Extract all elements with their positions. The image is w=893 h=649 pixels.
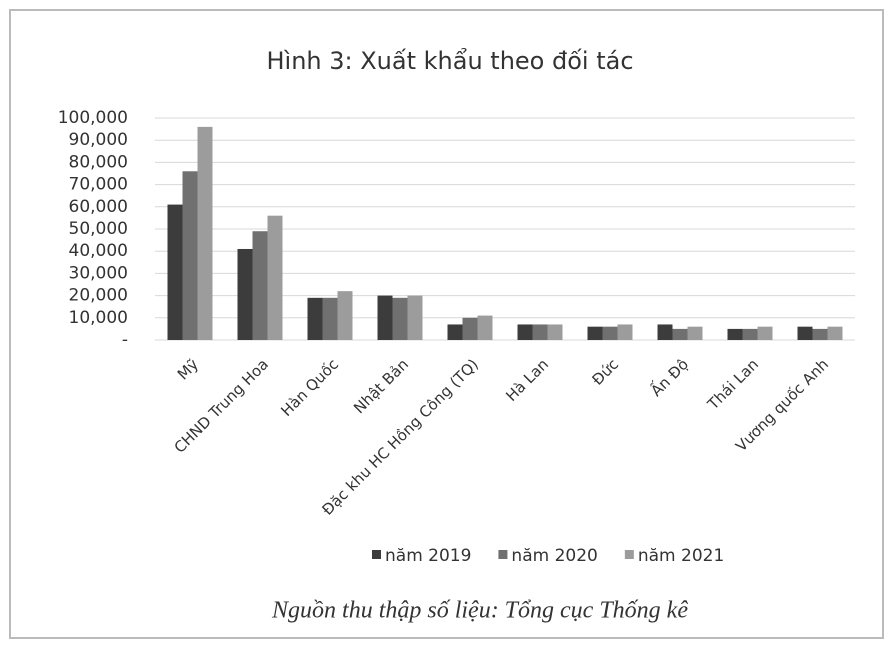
bar <box>687 326 703 340</box>
bar <box>182 171 198 340</box>
y-tick-label: 60,000 <box>69 197 128 217</box>
y-tick-label: 50,000 <box>69 219 128 239</box>
bar <box>827 326 843 340</box>
bar <box>267 215 283 340</box>
bar <box>812 328 828 340</box>
legend-label: năm 2019 <box>385 546 471 566</box>
bar <box>337 291 353 340</box>
bar <box>307 297 323 340</box>
bar <box>532 324 548 340</box>
bar <box>617 324 633 340</box>
bar <box>477 315 493 340</box>
y-tick-label: 40,000 <box>69 241 128 261</box>
bar <box>587 326 603 340</box>
bar <box>237 248 253 340</box>
bar <box>197 126 213 340</box>
bar <box>167 204 183 340</box>
source-note: Nguồn thu thập số liệu: Tổng cục Thống k… <box>271 598 688 624</box>
y-tick-label: - <box>122 330 128 350</box>
bar <box>252 231 268 340</box>
y-tick-label: 90,000 <box>69 130 128 150</box>
bar <box>657 324 673 340</box>
bar <box>447 324 463 340</box>
bar <box>322 297 338 340</box>
y-tick-label: 30,000 <box>69 263 128 283</box>
bar <box>742 328 758 340</box>
chart-frame <box>9 9 884 639</box>
y-tick-label: 70,000 <box>69 175 128 195</box>
legend-swatch <box>624 550 634 559</box>
y-tick-label: 100,000 <box>58 108 128 128</box>
bar <box>672 328 688 340</box>
bar <box>407 295 423 340</box>
bar <box>517 324 533 340</box>
legend-swatch <box>372 550 381 559</box>
bar <box>602 326 618 340</box>
legend-label: năm 2020 <box>511 546 597 566</box>
bar <box>392 297 408 340</box>
bar <box>727 328 743 340</box>
y-tick-label: 20,000 <box>69 286 128 306</box>
y-tick-label: 10,000 <box>69 308 128 328</box>
bar <box>547 324 563 340</box>
bar <box>462 317 478 340</box>
bar <box>377 295 393 340</box>
legend-swatch <box>498 550 508 559</box>
bar <box>797 326 813 340</box>
y-tick-label: 80,000 <box>69 152 128 172</box>
chart-title: Hình 3: Xuất khẩu theo đối tác <box>266 47 633 75</box>
bar <box>757 326 773 340</box>
legend-label: năm 2021 <box>638 546 724 566</box>
